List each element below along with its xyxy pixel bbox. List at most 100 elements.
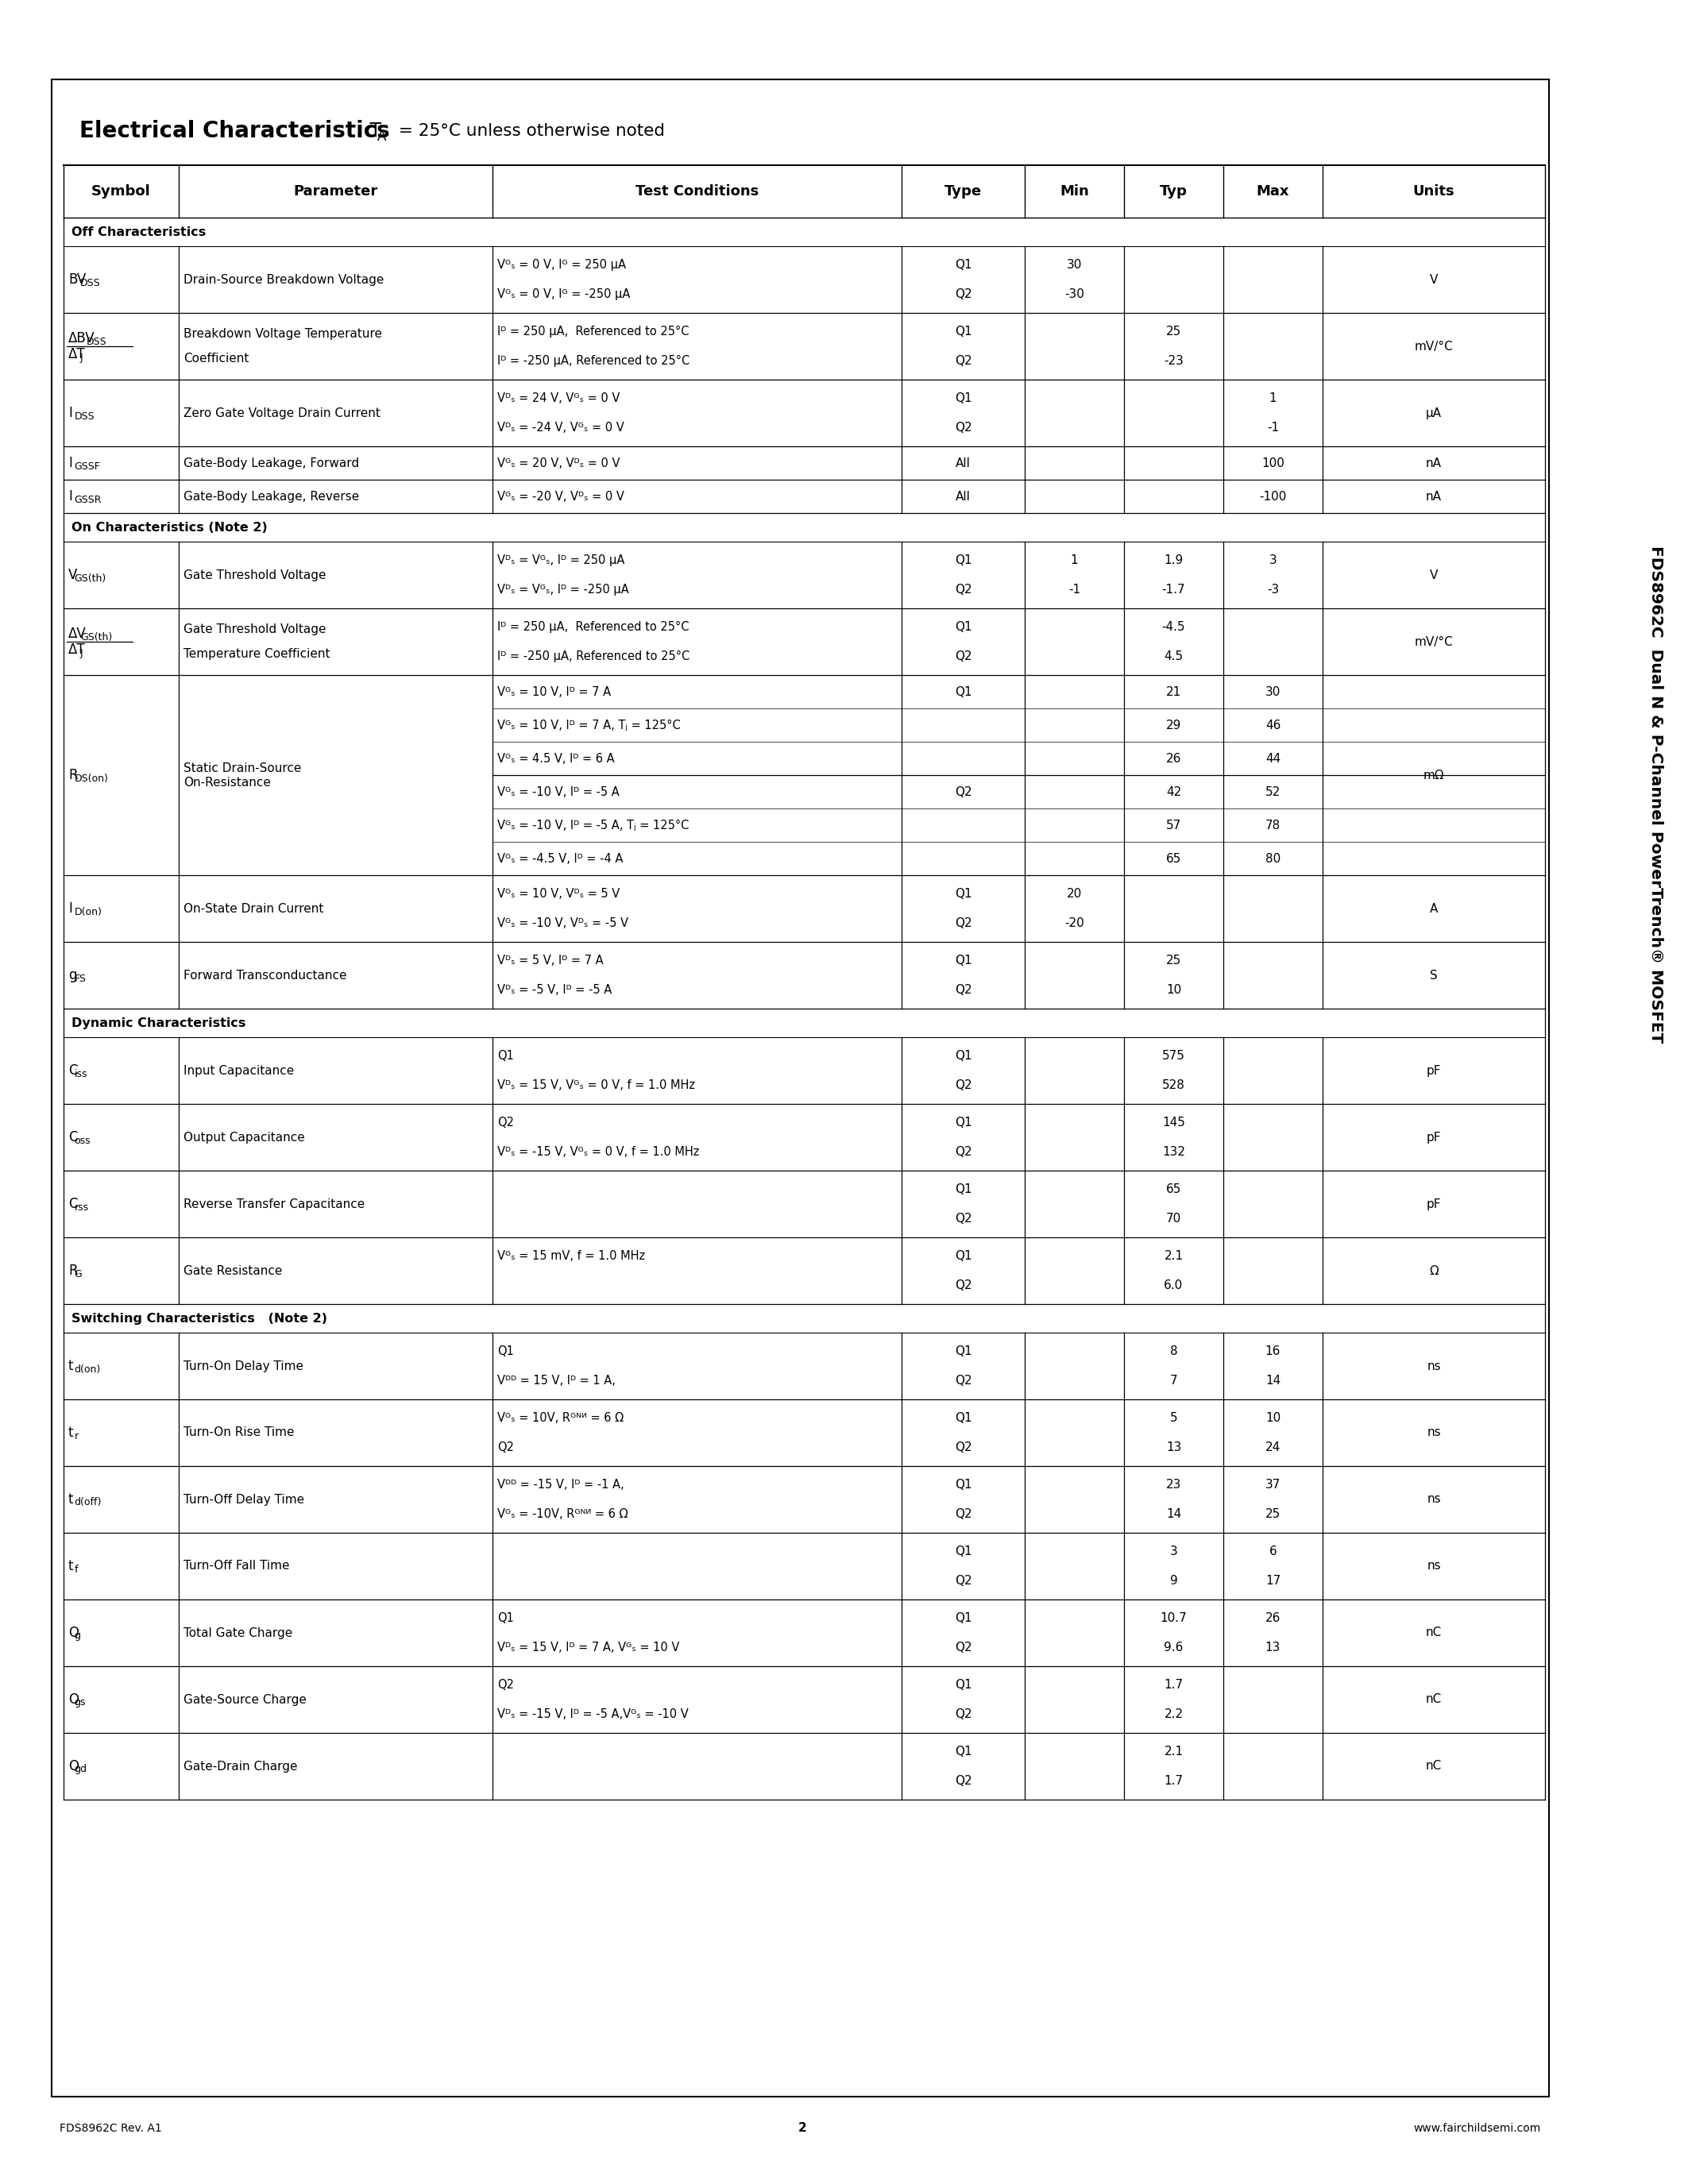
- Text: Q1: Q1: [955, 1679, 972, 1690]
- Text: DSS: DSS: [81, 277, 101, 288]
- Text: 1.7: 1.7: [1165, 1776, 1183, 1787]
- Text: Min: Min: [1060, 183, 1089, 199]
- Text: Vᴰₛ = 15 V, Iᴰ = 7 A, Vᴳₛ = 10 V: Vᴰₛ = 15 V, Iᴰ = 7 A, Vᴳₛ = 10 V: [498, 1642, 680, 1653]
- Text: Q2: Q2: [955, 985, 972, 996]
- Text: 132: 132: [1161, 1147, 1185, 1158]
- Text: pF: pF: [1426, 1064, 1442, 1077]
- Text: 30: 30: [1067, 260, 1082, 271]
- Text: 29: 29: [1166, 719, 1182, 732]
- Text: 26: 26: [1266, 1612, 1281, 1625]
- Text: Vᴰₛ = -15 V, Iᴰ = -5 A,Vᴳₛ = -10 V: Vᴰₛ = -15 V, Iᴰ = -5 A,Vᴳₛ = -10 V: [498, 1708, 689, 1721]
- Text: Vᴳₛ = -20 V, Vᴰₛ = 0 V: Vᴳₛ = -20 V, Vᴰₛ = 0 V: [498, 491, 625, 502]
- Text: Vᴰᴰ = 15 V, Iᴰ = 1 A,: Vᴰᴰ = 15 V, Iᴰ = 1 A,: [498, 1374, 616, 1387]
- Text: Q2: Q2: [955, 422, 972, 435]
- Text: Units: Units: [1413, 183, 1455, 199]
- Text: Vᴳₛ = 10 V, Iᴰ = 7 A, Tⱼ = 125°C: Vᴳₛ = 10 V, Iᴰ = 7 A, Tⱼ = 125°C: [498, 719, 680, 732]
- Text: 1.9: 1.9: [1165, 555, 1183, 566]
- Text: Electrical Characteristics: Electrical Characteristics: [79, 120, 390, 142]
- Text: A: A: [1430, 902, 1438, 915]
- Text: ΔV: ΔV: [68, 627, 86, 640]
- Text: 65: 65: [1166, 852, 1182, 865]
- Text: 23: 23: [1166, 1479, 1182, 1492]
- Text: Q2: Q2: [498, 1116, 513, 1129]
- Text: g: g: [74, 1631, 81, 1640]
- Text: Vᴳₛ = 10 V, Iᴰ = 7 A: Vᴳₛ = 10 V, Iᴰ = 7 A: [498, 686, 611, 697]
- Text: t: t: [68, 1426, 74, 1439]
- Text: Zero Gate Voltage Drain Current: Zero Gate Voltage Drain Current: [184, 406, 380, 419]
- Text: 20: 20: [1067, 889, 1082, 900]
- Text: 14: 14: [1266, 1374, 1281, 1387]
- Text: 14: 14: [1166, 1509, 1182, 1520]
- Text: C: C: [68, 1197, 78, 1212]
- Text: On-State Drain Current: On-State Drain Current: [184, 902, 324, 915]
- Text: 42: 42: [1166, 786, 1182, 797]
- Text: 10.7: 10.7: [1160, 1612, 1187, 1625]
- Text: 25: 25: [1166, 954, 1182, 968]
- Text: GSSF: GSSF: [74, 461, 100, 472]
- Text: On-Resistance: On-Resistance: [184, 775, 270, 788]
- Text: Vᴳₛ = 10V, Rᴳᴺᴻ = 6 Ω: Vᴳₛ = 10V, Rᴳᴺᴻ = 6 Ω: [498, 1413, 623, 1424]
- Text: J: J: [81, 649, 83, 657]
- Text: Type: Type: [945, 183, 982, 199]
- Bar: [52, 79, 1550, 2097]
- Text: nC: nC: [1426, 1760, 1442, 1771]
- Text: Turn-On Delay Time: Turn-On Delay Time: [184, 1361, 304, 1372]
- Text: Q: Q: [68, 1625, 79, 1640]
- Text: ns: ns: [1426, 1361, 1442, 1372]
- Text: -23: -23: [1163, 356, 1183, 367]
- Text: 9: 9: [1170, 1575, 1178, 1588]
- Text: nA: nA: [1426, 456, 1442, 470]
- Text: Vᴳₛ = 10 V, Vᴰₛ = 5 V: Vᴳₛ = 10 V, Vᴰₛ = 5 V: [498, 889, 619, 900]
- Text: 528: 528: [1161, 1079, 1185, 1092]
- Text: Symbol: Symbol: [91, 183, 150, 199]
- Text: ns: ns: [1426, 1559, 1442, 1572]
- Text: Off Characteristics: Off Characteristics: [71, 225, 206, 238]
- Text: Reverse Transfer Capacitance: Reverse Transfer Capacitance: [184, 1199, 365, 1210]
- Text: Forward Transconductance: Forward Transconductance: [184, 970, 346, 981]
- Text: 7: 7: [1170, 1374, 1178, 1387]
- Text: nC: nC: [1426, 1627, 1442, 1638]
- Text: DSS: DSS: [74, 411, 95, 422]
- Text: 2.1: 2.1: [1165, 1745, 1183, 1758]
- Text: Vᴳₛ = -10 V, Iᴰ = -5 A: Vᴳₛ = -10 V, Iᴰ = -5 A: [498, 786, 619, 797]
- Text: Coefficient: Coefficient: [184, 352, 248, 365]
- Text: 25: 25: [1166, 325, 1182, 339]
- Text: GS(th): GS(th): [81, 631, 111, 642]
- Text: t: t: [68, 1358, 74, 1374]
- Text: 6.0: 6.0: [1165, 1280, 1183, 1291]
- Text: V: V: [1430, 570, 1438, 581]
- Text: FDS8962C Rev. A1: FDS8962C Rev. A1: [59, 2123, 162, 2134]
- Text: t: t: [68, 1559, 74, 1572]
- Text: 78: 78: [1266, 819, 1281, 832]
- Text: Q2: Q2: [955, 583, 972, 596]
- Text: DS(on): DS(on): [74, 773, 108, 784]
- Text: I: I: [68, 456, 73, 470]
- Text: Q2: Q2: [955, 1374, 972, 1387]
- Text: Q: Q: [68, 1758, 79, 1773]
- Text: Q: Q: [68, 1693, 79, 1706]
- Text: Q1: Q1: [955, 393, 972, 404]
- Text: Turn-On Rise Time: Turn-On Rise Time: [184, 1426, 294, 1439]
- Text: mV/°C: mV/°C: [1415, 341, 1453, 352]
- Text: GSSR: GSSR: [74, 494, 101, 505]
- Text: 16: 16: [1266, 1345, 1281, 1356]
- Text: d(on): d(on): [74, 1365, 101, 1374]
- Text: Q2: Q2: [955, 1642, 972, 1653]
- Text: Q1: Q1: [498, 1051, 513, 1061]
- Text: 8: 8: [1170, 1345, 1178, 1356]
- Text: 3: 3: [1170, 1546, 1178, 1557]
- Text: Q1: Q1: [955, 1184, 972, 1195]
- Text: 1.7: 1.7: [1165, 1679, 1183, 1690]
- Text: Q1: Q1: [955, 555, 972, 566]
- Text: Q2: Q2: [955, 1079, 972, 1092]
- Text: mV/°C: mV/°C: [1415, 636, 1453, 649]
- Text: Q2: Q2: [955, 786, 972, 797]
- Text: 24: 24: [1266, 1441, 1281, 1452]
- Text: Q1: Q1: [955, 620, 972, 633]
- Text: R: R: [68, 769, 78, 782]
- Text: 65: 65: [1166, 1184, 1182, 1195]
- Text: iss: iss: [74, 1068, 88, 1079]
- Text: All: All: [955, 491, 971, 502]
- Text: 575: 575: [1161, 1051, 1185, 1061]
- Text: 145: 145: [1161, 1116, 1185, 1129]
